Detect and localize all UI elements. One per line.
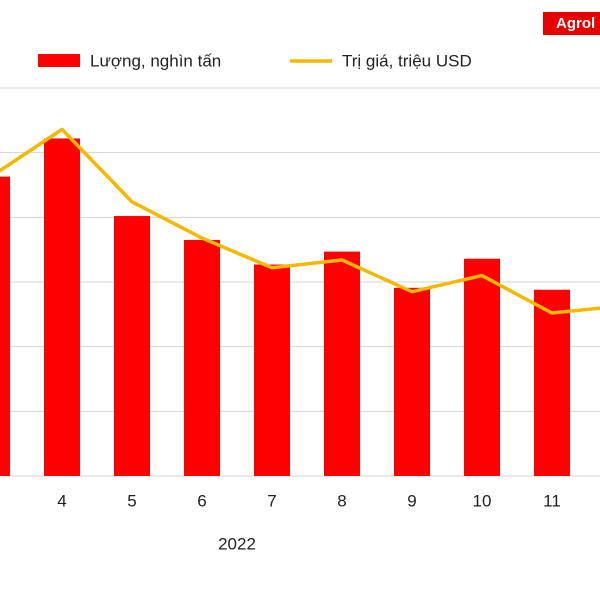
- x-tick-label: 5: [127, 491, 136, 510]
- bar: [0, 176, 10, 477]
- x-tick-label: 4: [57, 491, 66, 510]
- bar: [464, 258, 500, 476]
- bar: [534, 289, 570, 476]
- legend-swatch: [38, 54, 80, 67]
- bar: [44, 138, 80, 476]
- legend-label: Trị giá, triệu USD: [342, 51, 472, 70]
- badge: Agrol: [556, 15, 595, 32]
- badge-box: [543, 12, 600, 35]
- x-tick-label: 8: [337, 491, 346, 510]
- bar: [184, 239, 220, 476]
- x-tick-label: 9: [407, 491, 416, 510]
- line: [0, 127, 600, 315]
- x-tick-label: 10: [473, 491, 492, 510]
- x-tick-label: 11: [543, 491, 561, 510]
- bar: [114, 216, 150, 477]
- bar: [394, 287, 430, 476]
- x-tick-label: 7: [267, 491, 276, 510]
- bar: [324, 251, 360, 476]
- x-axis-label: 2022: [218, 534, 256, 553]
- bar: [254, 264, 290, 476]
- legend-label: Lượng, nghìn tấn: [90, 51, 221, 70]
- x-tick-label: 6: [197, 491, 206, 510]
